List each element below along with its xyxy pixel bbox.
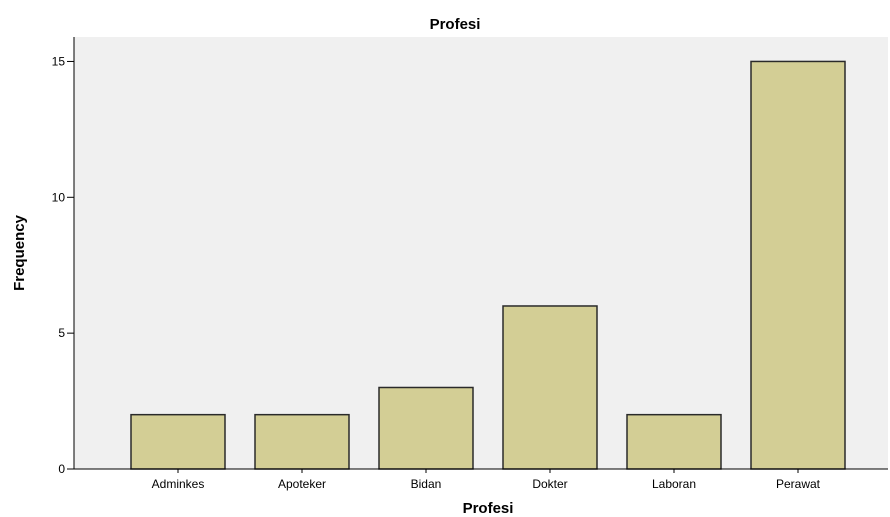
y-tick-label: 5 [58, 326, 65, 340]
y-ticks-group: 0 5 10 15 [52, 54, 74, 476]
y-axis-label: Frequency [11, 214, 28, 291]
bar-perawat [750, 60, 846, 470]
bar-apoteker [254, 413, 350, 470]
x-category-label-adminkes: Adminkes [152, 477, 205, 491]
bars-group [130, 60, 846, 470]
x-category-label-apoteker: Apoteker [278, 477, 326, 491]
x-labels-group: Adminkes Apoteker Bidan Dokter Laboran Perawa… [152, 469, 821, 491]
x-category-label-dokter: Dokter [532, 477, 567, 491]
y-tick-label: 15 [52, 54, 66, 68]
chart-title: Profesi [430, 16, 481, 33]
y-tick-label: 0 [58, 462, 65, 476]
bar-bidan [378, 386, 474, 470]
x-category-label-bidan: Bidan [411, 477, 442, 491]
y-tick-label: 10 [52, 190, 66, 204]
bar-adminkes [130, 413, 226, 470]
x-category-label-perawat: Perawat [776, 477, 821, 491]
x-axis-label: Profesi [463, 500, 514, 517]
bar-dokter [502, 305, 598, 470]
x-category-label-laboran: Laboran [652, 477, 696, 491]
bar-laboran [626, 413, 722, 470]
